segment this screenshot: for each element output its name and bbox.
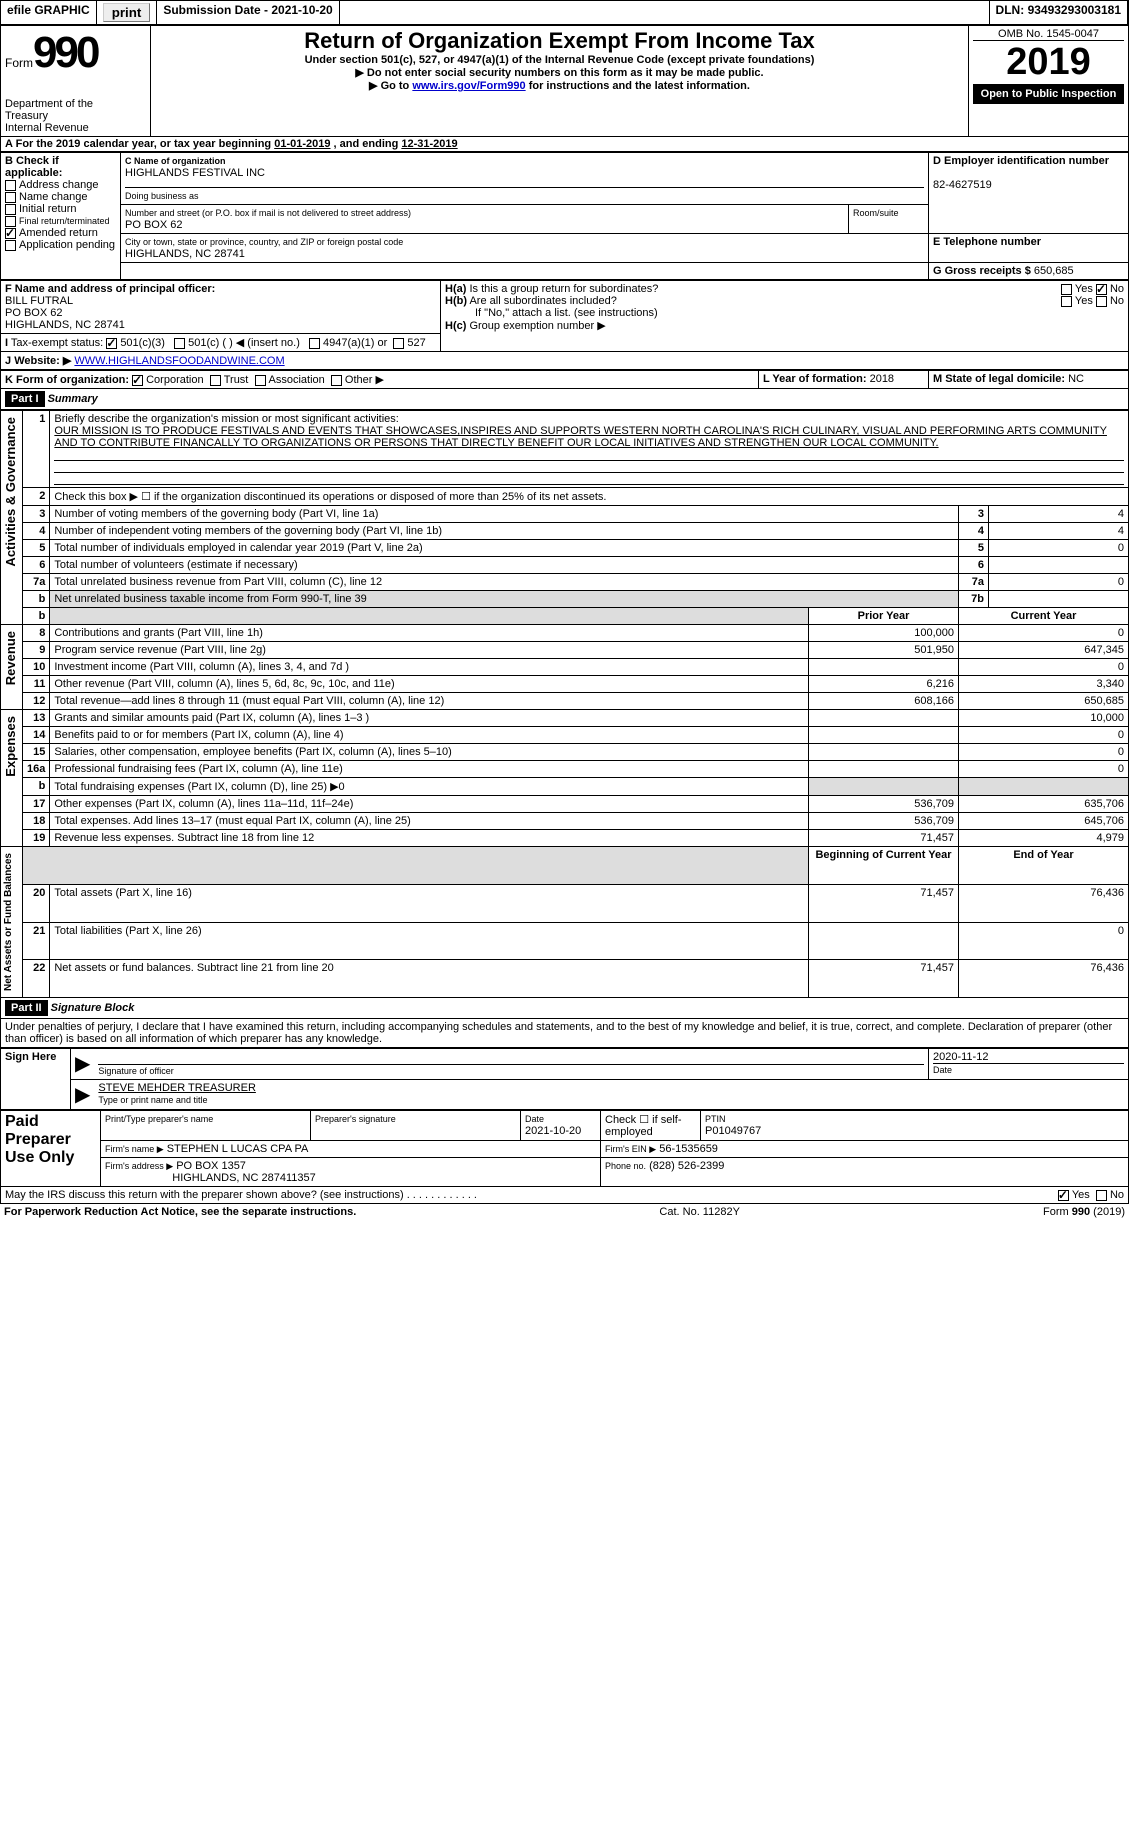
rev-row: 11Other revenue (Part VIII, column (A), … [1,676,1129,693]
exp-row: 19Revenue less expenses. Subtract line 1… [1,830,1129,847]
vlabel-rev: Revenue [1,625,23,710]
footer: For Paperwork Reduction Act Notice, see … [0,1204,1129,1220]
title-box: Return of Organization Exempt From Incom… [151,26,968,136]
ck-527[interactable] [393,338,404,349]
dln-cell: DLN: 93493293003181 [990,1,1128,24]
line-l: L Year of formation: 2018 [759,371,929,389]
declaration: Under penalties of perjury, I declare th… [0,1019,1129,1048]
ck-initial[interactable] [5,204,16,215]
block-d: D Employer identification number 82-4627… [929,153,1129,234]
vlabel-exp: Expenses [1,710,23,847]
exp-row: 17Other expenses (Part IX, column (A), l… [1,796,1129,813]
topbar: efile GRAPHIC print Submission Date - 20… [0,0,1129,25]
part2-header: Part II Signature Block [0,998,1129,1019]
exp-row: 15Salaries, other compensation, employee… [1,744,1129,761]
page-title: Return of Organization Exempt From Incom… [155,28,964,54]
fhi-table: F Name and address of principal officer:… [0,280,1129,370]
website-link[interactable]: WWW.HIGHLANDSFOODANDWINE.COM [74,355,284,367]
block-h: H(a) Is this a group return for subordin… [441,281,1129,352]
year-box: OMB No. 1545-0047 2019 Open to Public In… [968,26,1128,136]
sign-here-label: Sign Here [1,1049,71,1110]
rev-row: 9Program service revenue (Part VIII, lin… [1,642,1129,659]
block-f: F Name and address of principal officer:… [1,281,441,334]
q1-cell: Briefly describe the organization's miss… [50,411,1129,488]
ck-assoc[interactable] [255,375,266,386]
exp-row: bTotal fundraising expenses (Part IX, co… [1,778,1129,796]
instructions-link[interactable]: www.irs.gov/Form990 [412,80,525,92]
block-e: E Telephone number [929,234,1129,263]
block-c-addr: Number and street (or P.O. box if mail i… [121,205,849,234]
block-c-city: City or town, state or province, country… [121,234,929,263]
form-header: Form990 Department of the Treasury Inter… [0,25,1129,137]
ck-ha-yes[interactable] [1061,284,1072,295]
part1-table: Activities & Governance 1 Briefly descri… [0,410,1129,998]
line-a: A For the 2019 calendar year, or tax yea… [0,137,1129,152]
entity-table: B Check if applicable: Address change Na… [0,152,1129,280]
ck-ha-no[interactable] [1096,284,1107,295]
ck-name[interactable] [5,192,16,203]
gov-row: bNet unrelated business taxable income f… [1,591,1129,608]
rev-row: 10Investment income (Part VIII, column (… [1,659,1129,676]
exp-row: 18Total expenses. Add lines 13–17 (must … [1,813,1129,830]
footer-form: Form 990 (2019) [1043,1206,1125,1218]
efile-label: efile GRAPHIC [1,1,97,24]
part1-header: Part I Summary [0,389,1129,410]
ck-corp[interactable] [132,375,143,386]
gov-row: 7aTotal unrelated business revenue from … [1,574,1129,591]
ck-trust[interactable] [210,375,221,386]
ck-4947[interactable] [309,338,320,349]
block-c-name: C Name of organization HIGHLANDS FESTIVA… [121,153,929,205]
klm-table: K Form of organization: Corporation Trus… [0,370,1129,389]
ck-hb-yes[interactable] [1061,296,1072,307]
nab-row: 20Total assets (Part X, line 16)71,45776… [1,884,1129,922]
mission-text: OUR MISSION IS TO PRODUCE FESTIVALS AND … [54,425,1107,449]
spacer [340,1,990,24]
gov-row: 4Number of independent voting members of… [1,523,1129,540]
ck-other[interactable] [331,375,342,386]
ck-pending[interactable] [5,240,16,251]
vlabel-nab: Net Assets or Fund Balances [1,847,23,998]
gov-row: 3Number of voting members of the governi… [1,506,1129,523]
sign-table: Sign Here ▶ Signature of officer 2020-11… [0,1048,1129,1110]
ck-amended[interactable] [5,228,16,239]
gov-row: 6Total number of volunteers (estimate if… [1,557,1129,574]
sub-date-cell: Submission Date - 2021-10-20 [157,1,339,24]
block-g: G Gross receipts $ 650,685 [929,263,1129,280]
ck-501c[interactable] [174,338,185,349]
nab-row: 22Net assets or fund balances. Subtract … [1,960,1129,998]
ck-hb-no[interactable] [1096,296,1107,307]
gov-row: 5Total number of individuals employed in… [1,540,1129,557]
rev-row: 12Total revenue—add lines 8 through 11 (… [1,693,1129,710]
nab-row: 21Total liabilities (Part X, line 26)0 [1,922,1129,960]
vlabel-gov: Activities & Governance [1,411,23,625]
print-button[interactable]: print [103,3,151,22]
ck-addr[interactable] [5,180,16,191]
ck-discuss-no[interactable] [1096,1190,1107,1201]
paid-prep-label: Paid Preparer Use Only [1,1111,101,1187]
line-j: J Website: ▶ WWW.HIGHLANDSFOODANDWINE.CO… [1,352,1129,370]
col-prior-hdr: Prior Year [809,608,959,625]
block-b: B Check if applicable: Address change Na… [1,153,121,280]
discuss-row: May the IRS discuss this return with the… [0,1187,1129,1204]
line-i: I Tax-exempt status: 501(c)(3) 501(c) ( … [1,334,441,352]
print-cell: print [97,1,158,24]
preparer-table: Paid Preparer Use Only Print/Type prepar… [0,1110,1129,1187]
form990-box: Form990 Department of the Treasury Inter… [1,26,151,136]
line-m: M State of legal domicile: NC [929,371,1129,389]
exp-row: 16aProfessional fundraising fees (Part I… [1,761,1129,778]
line-k: K Form of organization: Corporation Trus… [1,371,759,389]
exp-row: 14Benefits paid to or for members (Part … [1,727,1129,744]
ck-discuss-yes[interactable] [1058,1190,1069,1201]
ck-501c3[interactable] [106,338,117,349]
ck-final[interactable] [5,216,16,227]
